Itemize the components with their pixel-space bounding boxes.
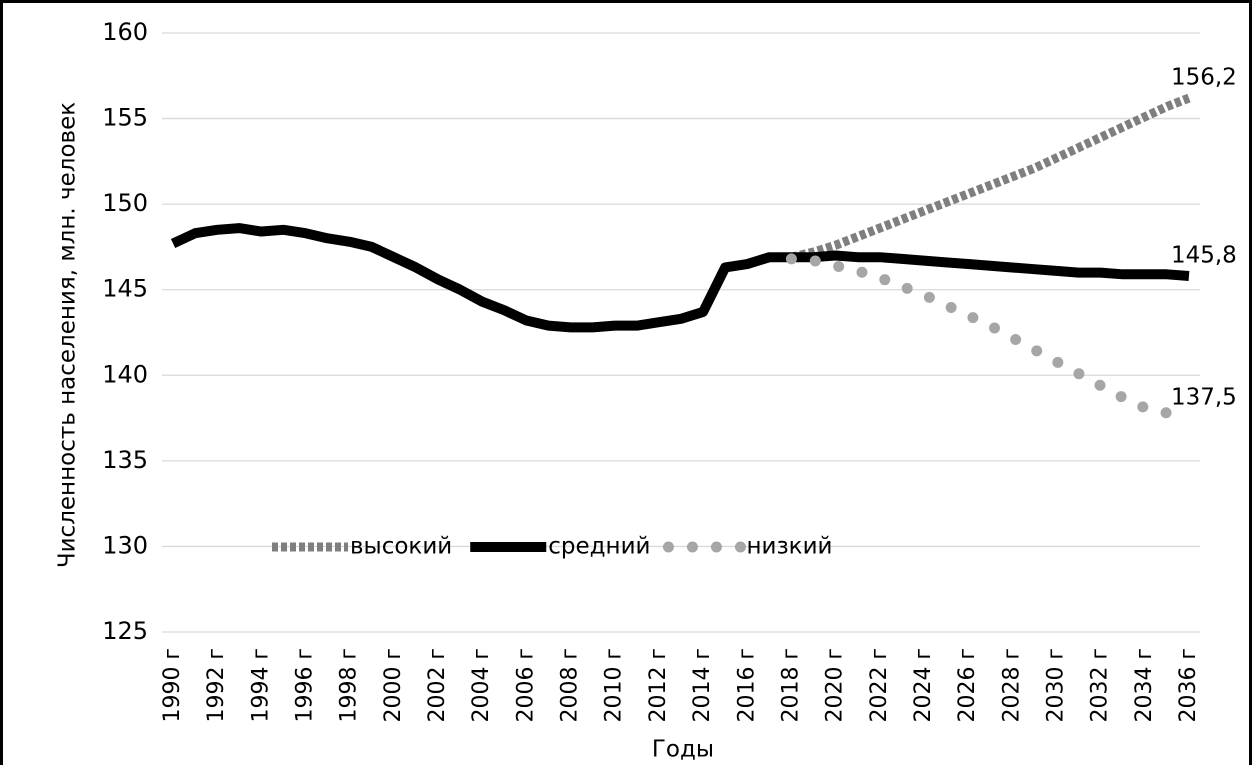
y-tick-label: 150: [102, 189, 148, 217]
x-tick-label: 2000 г: [381, 648, 406, 723]
x-axis-title: Годы: [652, 737, 714, 763]
series-line: [790, 93, 1191, 262]
y-tick-label: 135: [102, 446, 148, 474]
y-axis-title: Численность населения, млн. человек: [55, 102, 81, 568]
x-tick-label: 2008 г: [558, 648, 583, 723]
x-tick-label: 2034 г: [1132, 648, 1157, 723]
series-line: [785, 253, 1195, 424]
x-tick-label: 2006 г: [513, 648, 538, 723]
value-label: 156,2: [1171, 65, 1237, 91]
x-tick-label: 2026 г: [955, 648, 980, 723]
x-tick-label: 1992 г: [204, 648, 229, 723]
legend-label: средний: [548, 534, 650, 560]
y-tick-label: 130: [102, 531, 148, 559]
y-tick-label: 155: [102, 104, 148, 132]
value-label: 145,8: [1171, 243, 1237, 269]
y-tick-label: 140: [102, 360, 148, 388]
x-tick-label: 2036 г: [1176, 648, 1201, 723]
x-tick-label: 2010 г: [602, 648, 627, 723]
legend-label: низкий: [746, 534, 832, 560]
x-tick-label: 2018 г: [778, 648, 803, 723]
x-tick-label: 2012 г: [646, 648, 671, 723]
y-tick-label: 145: [102, 275, 148, 303]
x-tick-label: 2022 г: [867, 648, 892, 723]
x-tick-label: 1996 г: [293, 648, 318, 723]
x-tick-label: 2004 г: [469, 648, 494, 723]
value-label: 137,5: [1171, 385, 1237, 411]
x-tick-label: 2030 г: [1043, 648, 1068, 723]
y-tick-label: 160: [102, 18, 148, 46]
x-tick-label: 2032 г: [1088, 648, 1113, 723]
y-tick-label: 125: [102, 617, 148, 645]
legend-label: высокий: [350, 534, 452, 560]
x-tick-label: 2024 г: [911, 648, 936, 723]
x-tick-label: 2002 г: [425, 648, 450, 723]
x-tick-label: 1990 г: [160, 648, 185, 723]
x-tick-label: 2016 г: [734, 648, 759, 723]
x-tick-label: 1994 г: [248, 648, 273, 723]
x-tick-label: 2020 г: [823, 648, 848, 723]
x-tick-label: 2014 г: [690, 648, 715, 723]
x-tick-label: 1998 г: [337, 648, 362, 723]
series-line: [170, 223, 1190, 333]
x-tick-label: 2028 г: [999, 648, 1024, 723]
